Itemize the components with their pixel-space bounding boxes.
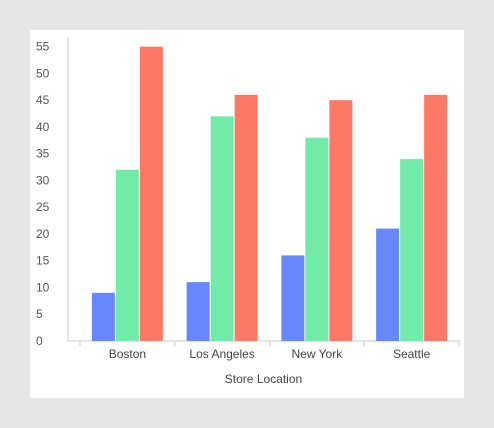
bar[interactable] bbox=[91, 292, 115, 341]
y-tick-label: 5 bbox=[36, 307, 43, 321]
bar[interactable] bbox=[281, 255, 305, 341]
bar[interactable] bbox=[115, 169, 139, 341]
bar[interactable] bbox=[305, 137, 329, 341]
y-tick-label: 15 bbox=[36, 254, 50, 268]
y-tick-label: 40 bbox=[36, 120, 50, 134]
bar[interactable] bbox=[139, 46, 163, 341]
x-tick-label: Seattle bbox=[393, 347, 431, 361]
x-axis-title: Store Location bbox=[225, 372, 302, 386]
y-tick-label: 35 bbox=[36, 147, 50, 161]
x-axis: Boston Los Angeles New York Seattle bbox=[68, 340, 460, 361]
x-tick-label: New York bbox=[292, 347, 344, 361]
x-tick-label: Boston bbox=[109, 347, 146, 361]
y-tick-label: 50 bbox=[36, 66, 50, 80]
y-tick-label: 25 bbox=[36, 200, 50, 214]
bar[interactable] bbox=[424, 94, 448, 341]
bar-chart: 0 5 10 15 20 25 30 35 40 45 50 55 Boston Los Angeles… bbox=[36, 38, 460, 386]
bar[interactable] bbox=[210, 116, 234, 342]
bar[interactable] bbox=[186, 282, 210, 341]
y-axis: 0 5 10 15 20 25 30 35 40 45 50 55 bbox=[36, 38, 69, 348]
bar-series-group bbox=[91, 46, 448, 342]
y-tick-label: 55 bbox=[36, 40, 50, 54]
chart-panel: 0 5 10 15 20 25 30 35 40 45 50 55 Boston Los Angeles… bbox=[30, 30, 464, 398]
bar[interactable] bbox=[376, 228, 400, 341]
y-tick-label: 10 bbox=[36, 280, 50, 294]
y-tick-label: 0 bbox=[36, 334, 43, 348]
y-tick-label: 45 bbox=[36, 93, 50, 107]
y-tick-label: 30 bbox=[36, 173, 50, 187]
bar[interactable] bbox=[400, 159, 424, 341]
bar[interactable] bbox=[329, 100, 353, 341]
bar[interactable] bbox=[234, 94, 258, 341]
x-tick-label: Los Angeles bbox=[189, 347, 254, 361]
y-tick-label: 20 bbox=[36, 227, 50, 241]
